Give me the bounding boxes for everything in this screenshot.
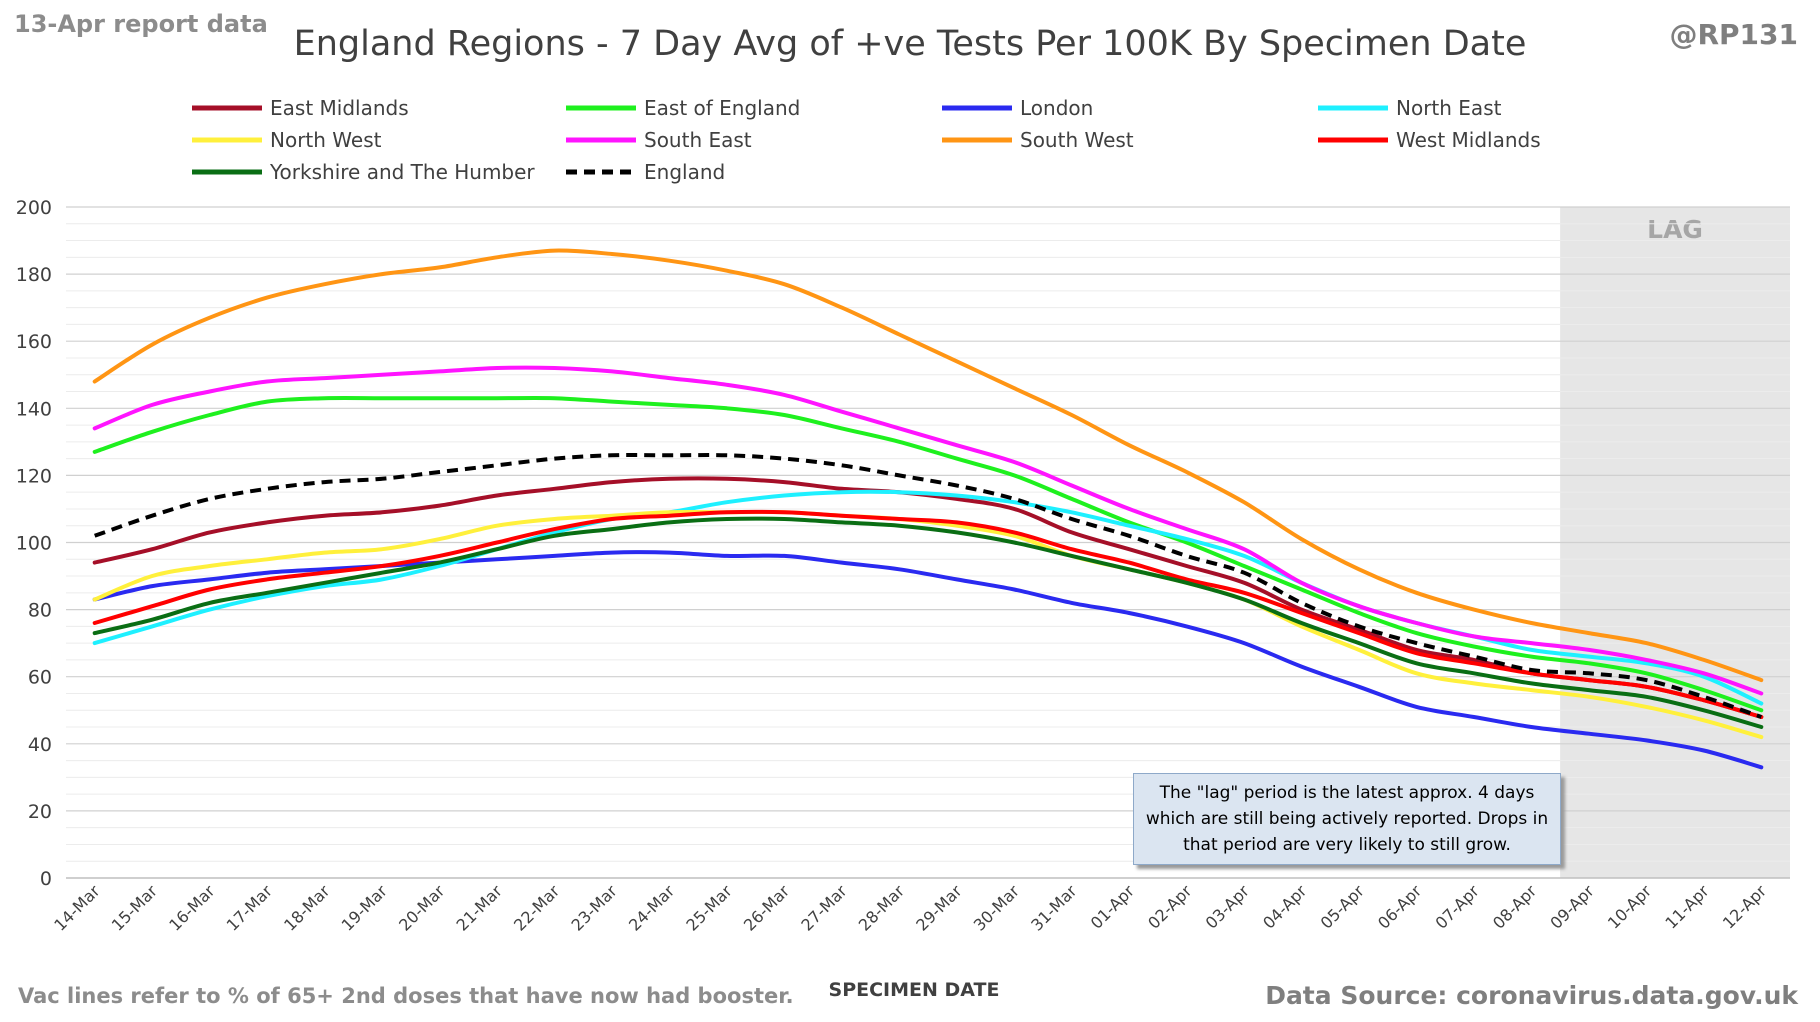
y-axis: 0 20 40 60 80 100 120 140 160 180 200: [16, 197, 52, 890]
x-tick-label: 29-Mar: [912, 881, 966, 935]
legend-item-east-of-england: East of England: [566, 96, 800, 120]
legend-item-north-east: North East: [1318, 96, 1502, 120]
x-tick-label: 31-Mar: [1027, 881, 1081, 935]
x-tick-label: 16-Mar: [165, 881, 219, 935]
legend-label: North West: [270, 128, 382, 152]
x-axis-title: SPECIMEN DATE: [829, 979, 1000, 1001]
x-tick-label: 18-Mar: [280, 881, 334, 935]
series-lines: [92, 248, 1764, 770]
x-tick-label: 01-Apr: [1087, 881, 1139, 933]
series-line-england: [94, 453, 1762, 719]
gridlines: [66, 206, 1790, 879]
series-line-west-midlands: [92, 509, 1764, 719]
y-tick-label: 140: [16, 398, 52, 420]
x-tick-label: 07-Apr: [1432, 881, 1484, 933]
x-tick-label: 11-Apr: [1661, 881, 1713, 933]
y-tick-label: 40: [28, 734, 52, 756]
legend-item-south-west: South West: [942, 128, 1134, 152]
x-tick-label: 28-Mar: [855, 881, 909, 935]
series-line-south-east: [92, 365, 1764, 696]
x-axis: 14-Mar 15-Mar 16-Mar 17-Mar 18-Mar 19-Mar 20-M…: [50, 881, 1770, 935]
x-tick-label: 17-Mar: [223, 881, 277, 935]
vaccine-note: Vac lines refer to % of 65+ 2nd doses th…: [18, 984, 794, 1008]
x-tick-label: 27-Mar: [797, 881, 851, 935]
author-handle: @RP131: [1669, 18, 1798, 51]
x-tick-label: 08-Apr: [1489, 881, 1541, 933]
legend-label: North East: [1396, 96, 1502, 120]
report-date-label: 13-Apr report data: [14, 10, 268, 38]
legend-item-london: London: [942, 96, 1093, 120]
y-tick-label: 160: [16, 331, 52, 353]
x-tick-label: 20-Mar: [395, 881, 449, 935]
legend-label: South East: [644, 128, 752, 152]
x-tick-label: 15-Mar: [108, 881, 162, 935]
y-tick-label: 100: [16, 533, 52, 555]
x-tick-label: 04-Apr: [1259, 881, 1311, 933]
series-line-east-of-england: [92, 395, 1764, 713]
data-source: Data Source: coronavirus.data.gov.uk: [1265, 981, 1798, 1010]
y-tick-label: 0: [40, 868, 52, 890]
legend-label: South West: [1020, 128, 1134, 152]
chart-title: England Regions - 7 Day Avg of +ve Tests…: [293, 24, 1527, 64]
x-tick-label: 12-Apr: [1719, 881, 1771, 933]
legend-label: East of England: [644, 96, 800, 120]
x-tick-label: 23-Mar: [567, 881, 621, 935]
x-tick-label: 24-Mar: [625, 881, 679, 935]
legend: East Midlands East of England London North …: [192, 96, 1541, 184]
x-tick-label: 03-Apr: [1202, 881, 1254, 933]
legend-label: Yorkshire and The Humber: [269, 160, 535, 184]
legend-item-yorkshire-and-the-humber: Yorkshire and The Humber: [192, 160, 535, 184]
x-tick-label: 09-Apr: [1546, 881, 1598, 933]
legend-item-east-midlands: East Midlands: [192, 96, 409, 120]
legend-item-west-midlands: West Midlands: [1318, 128, 1541, 152]
legend-item-south-east: South East: [566, 128, 752, 152]
y-tick-label: 180: [16, 264, 52, 286]
lag-label: LAG: [1647, 215, 1703, 244]
legend-item-england: England: [566, 160, 725, 184]
legend-label: England: [644, 160, 725, 184]
legend-label: West Midlands: [1396, 128, 1541, 152]
x-tick-label: 30-Mar: [970, 881, 1024, 935]
y-tick-label: 20: [28, 801, 52, 823]
x-tick-label: 02-Apr: [1144, 881, 1196, 933]
y-tick-label: 80: [28, 600, 52, 622]
x-tick-label: 22-Mar: [510, 881, 564, 935]
legend-item-north-west: North West: [192, 128, 382, 152]
lag-note-callout: The "lag" period is the latest approx. 4…: [1133, 773, 1561, 865]
legend-label: East Midlands: [270, 96, 409, 120]
x-tick-label: 10-Apr: [1604, 881, 1656, 933]
series-line-north-west: [92, 510, 1764, 740]
x-tick-label: 25-Mar: [682, 881, 736, 935]
x-tick-label: 06-Apr: [1374, 881, 1426, 933]
y-tick-label: 120: [16, 465, 52, 487]
x-tick-label: 26-Mar: [740, 881, 794, 935]
x-tick-label: 14-Mar: [50, 881, 104, 935]
y-tick-label: 60: [28, 667, 52, 689]
legend-label: London: [1020, 96, 1093, 120]
y-tick-label: 200: [16, 197, 52, 219]
series-line-yorkshire-and-the-humber: [92, 516, 1764, 729]
x-tick-label: 21-Mar: [453, 881, 507, 935]
x-tick-label: 19-Mar: [338, 881, 392, 935]
series-line-south-west: [92, 248, 1764, 683]
x-tick-label: 05-Apr: [1317, 881, 1369, 933]
